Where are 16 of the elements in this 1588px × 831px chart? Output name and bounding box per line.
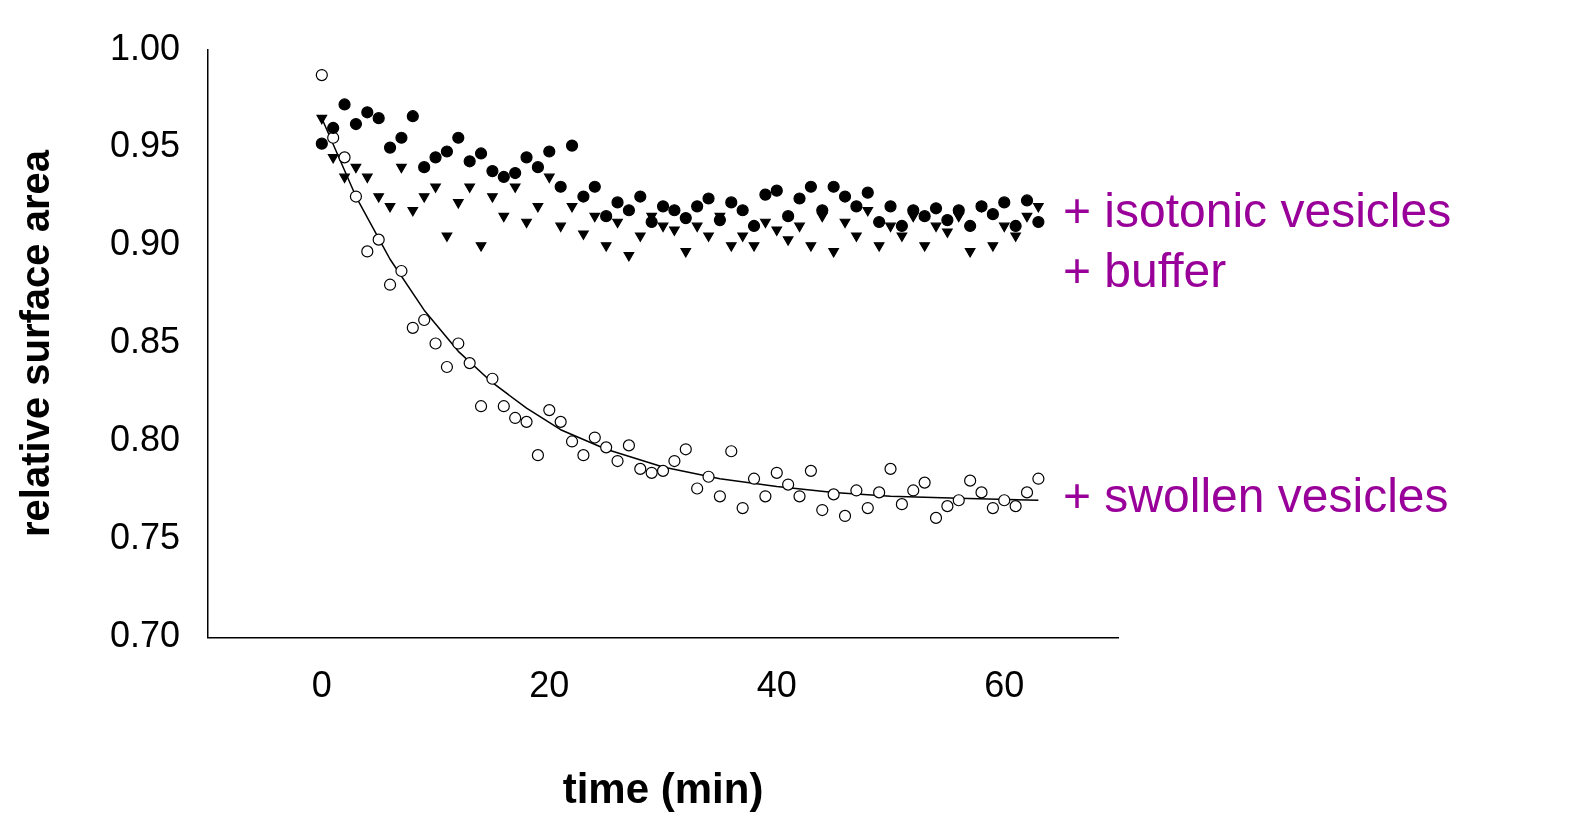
y-tick-label: 1.00 — [109, 26, 181, 68]
y-tick-label: 0.75 — [109, 516, 181, 558]
x-tick-label: 60 — [984, 663, 1025, 705]
series-label: + swollen vesicles — [1063, 468, 1449, 522]
y-tick-label: 0.90 — [109, 222, 181, 264]
y-tick-label: 0.85 — [109, 320, 181, 362]
x-tick-label: 0 — [311, 663, 332, 705]
y-axis-title: relative surface area — [13, 149, 58, 537]
series-label: + buffer — [1063, 243, 1227, 297]
series-label: + isotonic vesicles — [1063, 183, 1452, 237]
x-tick-label: 40 — [756, 663, 797, 705]
x-axis-title: time (min) — [562, 765, 764, 813]
y-tick-label: 0.80 — [109, 418, 181, 460]
x-tick-label: 20 — [529, 663, 570, 705]
y-tick-label: 0.95 — [109, 124, 181, 166]
y-tick-label: 0.70 — [109, 614, 181, 656]
